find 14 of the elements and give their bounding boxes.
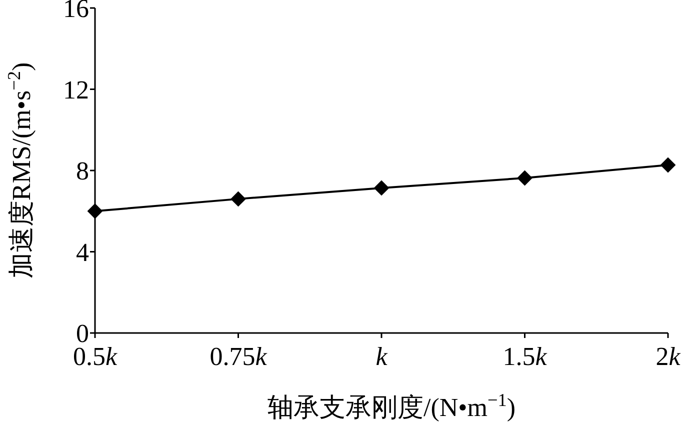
y-tick-label: 4 (76, 238, 89, 267)
y-tick-label: 16 (63, 0, 89, 23)
y-tick-label: 12 (63, 75, 89, 104)
point (517, 170, 532, 186)
point (374, 180, 389, 196)
y-tick-label: 8 (76, 156, 89, 186)
x-tick-label: 2k (656, 342, 681, 371)
x-tick-label: 1.5k (502, 342, 548, 371)
point (660, 158, 676, 173)
x-tick-label: k (376, 342, 388, 371)
x-tick-label: 0.75k (210, 342, 268, 371)
point (230, 191, 246, 206)
point (88, 204, 102, 219)
x-axis-title: 轴承支承刚度/(N•m$^{−1}$) (267, 390, 516, 422)
